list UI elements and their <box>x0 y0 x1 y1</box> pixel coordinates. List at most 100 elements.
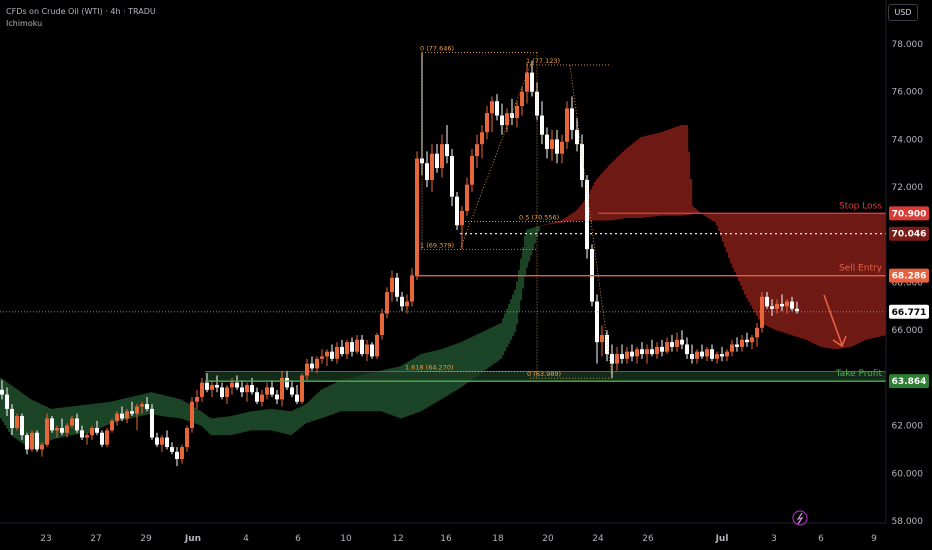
candle[interactable] <box>275 389 279 405</box>
candle[interactable] <box>475 134 479 169</box>
candle[interactable] <box>625 346 629 364</box>
candle[interactable] <box>155 432 159 448</box>
candle[interactable] <box>180 444 184 464</box>
candle[interactable] <box>255 387 259 405</box>
candle[interactable] <box>540 101 544 145</box>
candle[interactable] <box>160 435 164 452</box>
candle[interactable] <box>25 432 29 455</box>
candle[interactable] <box>105 427 109 448</box>
candle[interactable] <box>150 404 154 440</box>
candle[interactable] <box>210 380 214 397</box>
candle[interactable] <box>715 351 719 364</box>
candle[interactable] <box>295 385 299 405</box>
candle[interactable] <box>490 96 494 133</box>
candle[interactable] <box>340 339 344 357</box>
candle[interactable] <box>75 413 79 433</box>
candle[interactable] <box>270 380 274 397</box>
candle[interactable] <box>400 292 404 312</box>
fibonacci-drawing[interactable]: 0 (77.646) 1 (77.123) 0.5 (70.556) 1 (69.37… <box>405 44 613 379</box>
candle[interactable] <box>600 325 604 357</box>
candle[interactable] <box>80 425 84 440</box>
candle[interactable] <box>65 423 69 438</box>
candle[interactable] <box>30 430 34 452</box>
candle[interactable] <box>750 334 754 350</box>
candle[interactable] <box>645 344 649 364</box>
candle[interactable] <box>700 344 704 359</box>
candle[interactable] <box>70 416 74 428</box>
candle[interactable] <box>390 270 394 302</box>
candle[interactable] <box>515 101 519 128</box>
candle[interactable] <box>5 387 9 417</box>
candle[interactable] <box>260 389 264 407</box>
candle[interactable] <box>500 103 504 135</box>
candle[interactable] <box>575 117 579 152</box>
candle[interactable] <box>360 334 364 357</box>
candle[interactable] <box>640 342 644 359</box>
candle[interactable] <box>330 344 334 362</box>
candle[interactable] <box>655 342 659 359</box>
candle[interactable] <box>220 382 224 400</box>
candle[interactable] <box>550 129 554 161</box>
candle[interactable] <box>10 404 14 436</box>
candle[interactable] <box>365 339 369 362</box>
candle[interactable] <box>635 346 639 364</box>
candle[interactable] <box>580 134 584 188</box>
candle[interactable] <box>175 447 179 467</box>
candle[interactable] <box>170 442 174 455</box>
candle[interactable] <box>410 268 414 307</box>
candle[interactable] <box>100 430 104 448</box>
candle[interactable] <box>280 370 284 407</box>
candle[interactable] <box>460 206 464 250</box>
candle[interactable] <box>310 356 314 371</box>
candle[interactable] <box>125 408 129 424</box>
candle[interactable] <box>445 125 449 164</box>
candle[interactable] <box>790 296 794 312</box>
candle[interactable] <box>610 344 614 378</box>
lightning-icon[interactable] <box>792 510 808 526</box>
candle[interactable] <box>85 432 89 445</box>
candle[interactable] <box>45 413 49 448</box>
candle[interactable] <box>430 144 434 192</box>
candle[interactable] <box>60 418 64 436</box>
projection-arrow[interactable] <box>823 294 847 348</box>
candle[interactable] <box>455 191 459 231</box>
candle[interactable] <box>305 358 309 381</box>
candle[interactable] <box>95 420 99 436</box>
candle[interactable] <box>130 401 134 417</box>
candle[interactable] <box>665 337 669 355</box>
candle[interactable] <box>0 380 4 400</box>
candle[interactable] <box>380 308 384 340</box>
candle[interactable] <box>710 344 714 362</box>
candle[interactable] <box>720 346 724 362</box>
candle[interactable] <box>375 332 379 359</box>
candle[interactable] <box>35 430 39 452</box>
candle[interactable] <box>245 382 249 402</box>
candle[interactable] <box>730 339 734 357</box>
candle[interactable] <box>495 94 499 121</box>
candle[interactable] <box>235 375 239 390</box>
candle[interactable] <box>675 332 679 352</box>
candle[interactable] <box>215 375 219 393</box>
candle[interactable] <box>240 380 244 397</box>
candle[interactable] <box>505 108 509 133</box>
candle[interactable] <box>370 342 374 359</box>
candle[interactable] <box>185 425 189 452</box>
candle[interactable] <box>780 294 784 312</box>
candle[interactable] <box>725 349 729 362</box>
candle[interactable] <box>595 294 599 364</box>
candle[interactable] <box>650 339 654 357</box>
candle[interactable] <box>315 356 319 374</box>
candle[interactable] <box>115 411 119 426</box>
candle[interactable] <box>450 148 454 207</box>
candle[interactable] <box>465 177 469 216</box>
candle[interactable] <box>415 151 419 281</box>
candle[interactable] <box>110 418 114 433</box>
candle[interactable] <box>195 389 199 409</box>
candle[interactable] <box>620 344 624 364</box>
candle[interactable] <box>355 334 359 355</box>
candle[interactable] <box>745 332 749 347</box>
candle[interactable] <box>705 346 709 362</box>
candle[interactable] <box>485 106 489 140</box>
candle[interactable] <box>480 125 484 159</box>
candle[interactable] <box>510 98 514 126</box>
